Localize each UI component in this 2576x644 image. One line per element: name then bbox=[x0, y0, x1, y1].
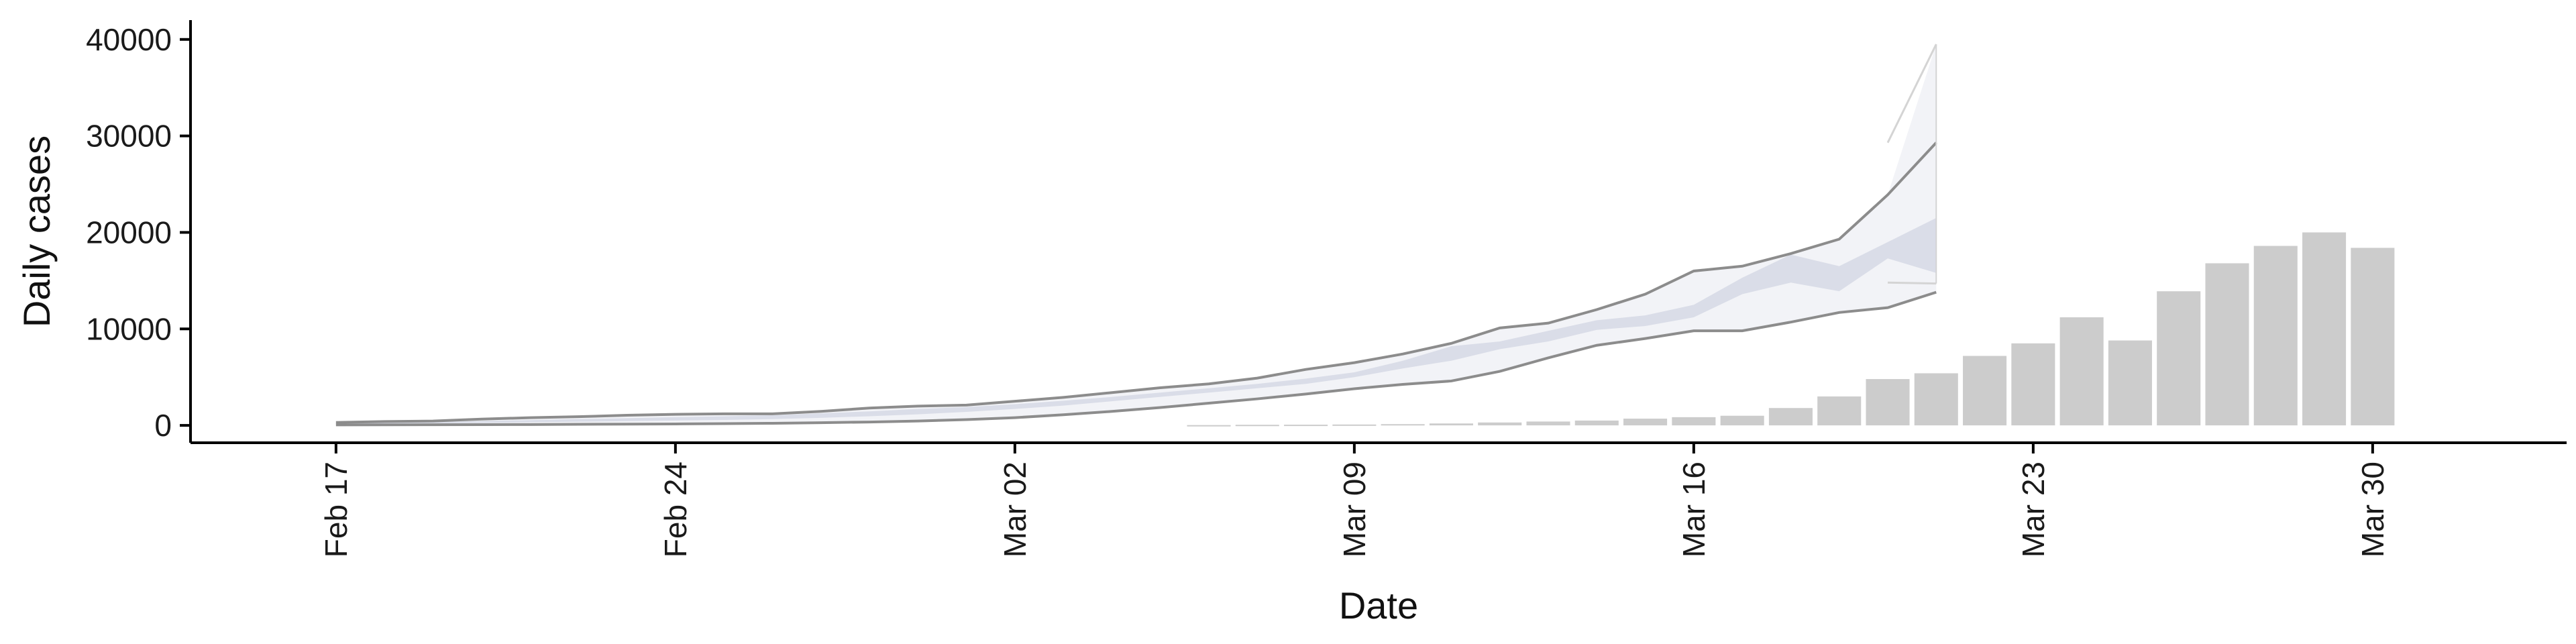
daily-cases-bar bbox=[1526, 421, 1570, 426]
y-tick-label: 10000 bbox=[86, 311, 172, 346]
daily-cases-bar bbox=[1381, 424, 1425, 426]
x-tick-label: Mar 09 bbox=[1337, 462, 1372, 557]
x-tick-label: Mar 23 bbox=[2016, 462, 2051, 557]
daily-cases-bar bbox=[1332, 424, 1377, 426]
forecast-upper-line bbox=[1886, 44, 1937, 144]
daily-cases-bar bbox=[1623, 419, 1668, 426]
daily-cases-bar bbox=[2157, 291, 2201, 426]
x-axis-title: Date bbox=[1339, 584, 1418, 627]
daily-cases-bar bbox=[1768, 408, 1813, 426]
plot-area bbox=[335, 44, 2395, 427]
x-tick-label: Mar 30 bbox=[2355, 462, 2390, 557]
y-axis-title: Daily cases bbox=[15, 136, 58, 327]
daily-cases-bar bbox=[2011, 343, 2055, 426]
forecast-lower-line bbox=[1887, 281, 1937, 285]
daily-cases-bar bbox=[1963, 356, 2007, 426]
x-tick-label: Feb 24 bbox=[658, 462, 693, 557]
x-tick-label: Mar 02 bbox=[998, 462, 1032, 557]
y-tick-label: 0 bbox=[154, 408, 172, 443]
estimate-bands bbox=[335, 44, 1937, 425]
forecast-band bbox=[335, 44, 1937, 425]
daily-cases-bar bbox=[1235, 425, 1279, 427]
inner-band bbox=[335, 217, 1937, 424]
axes: 0 10000 20000 30000 40000 Feb 17 Feb 24 Mar 02… bbox=[86, 20, 2567, 557]
daily-cases-bar bbox=[1429, 423, 1473, 426]
daily-cases-bar bbox=[1284, 425, 1328, 427]
y-axis-ticks: 0 10000 20000 30000 40000 bbox=[86, 22, 191, 443]
daily-cases-bar bbox=[1720, 415, 1764, 426]
outer-band-upper-line bbox=[335, 142, 1937, 424]
daily-cases-bar bbox=[2351, 248, 2395, 426]
daily-cases-bar bbox=[1187, 425, 1231, 427]
daily-cases-bar bbox=[2253, 246, 2298, 426]
y-tick-label: 20000 bbox=[86, 215, 172, 250]
x-axis-ticks: Feb 17 Feb 24 Mar 02 Mar 09 Mar 16 Mar 23 Mar … bbox=[319, 443, 2390, 557]
daily-cases-bar bbox=[1914, 373, 1958, 426]
daily-cases-bar bbox=[2059, 317, 2104, 426]
outer-band bbox=[335, 142, 1937, 425]
daily-cases-bar bbox=[2302, 232, 2347, 426]
y-tick-label: 30000 bbox=[86, 119, 172, 154]
daily-cases-bars bbox=[1187, 232, 2395, 427]
estimate-band-outlines bbox=[335, 44, 1937, 427]
x-tick-label: Feb 17 bbox=[319, 462, 354, 557]
daily-cases-bar bbox=[1478, 422, 1522, 426]
daily-cases-bar bbox=[2108, 340, 2152, 426]
outer-band-lower-line bbox=[335, 290, 1937, 427]
daily-cases-bar bbox=[1866, 379, 1910, 426]
daily-cases-bar bbox=[1574, 420, 1619, 426]
daily-cases-bar bbox=[1672, 417, 1716, 426]
x-tick-label: Mar 16 bbox=[1676, 462, 1711, 557]
y-tick-label: 40000 bbox=[86, 22, 172, 57]
daily-cases-bar bbox=[2205, 263, 2249, 426]
daily-cases-bar bbox=[1817, 396, 1862, 426]
